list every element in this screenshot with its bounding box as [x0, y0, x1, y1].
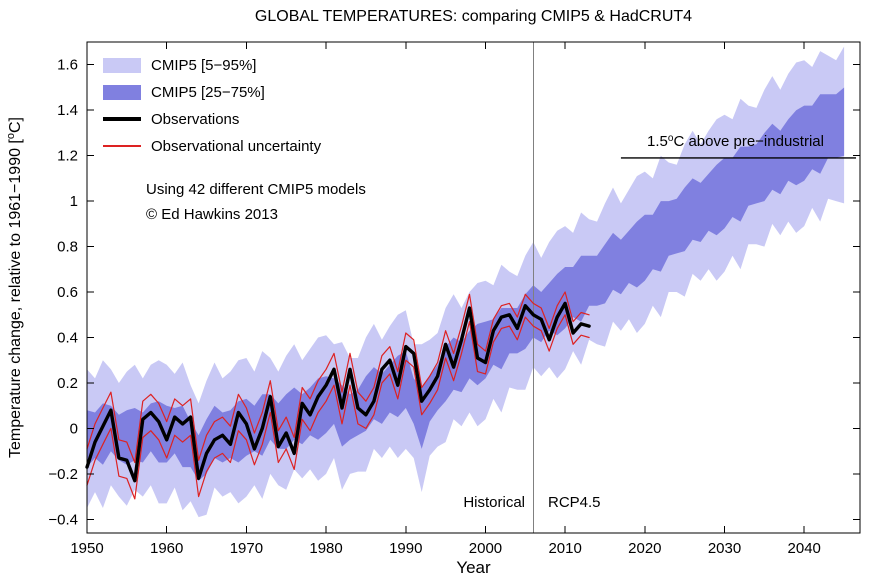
svg-text:2000: 2000: [469, 540, 502, 557]
svg-text:1: 1: [70, 193, 78, 210]
legend-label: CMIP5 [5−95%]: [151, 56, 257, 74]
svg-text:2040: 2040: [788, 540, 821, 557]
svg-text:2010: 2010: [548, 540, 581, 557]
svg-text:Temperature change, relative t: Temperature change, relative to 1961−199…: [5, 117, 24, 458]
svg-text:1.2: 1.2: [57, 148, 78, 165]
credit-note: © Ed Hawkins 2013: [146, 206, 278, 223]
legend-label: Observations: [151, 110, 240, 128]
svg-text:−0.4: −0.4: [48, 511, 78, 528]
legend: CMIP5 [5−95%] CMIP5 [25−75%] Observation…: [103, 56, 321, 164]
svg-text:0.8: 0.8: [57, 239, 78, 256]
observations-line-swatch-icon: [103, 117, 141, 121]
legend-label: Observational uncertainty: [151, 137, 322, 155]
svg-text:0.6: 0.6: [57, 284, 78, 301]
models-note: Using 42 different CMIP5 models: [146, 181, 366, 198]
legend-item-uncertainty: Observational uncertainty: [103, 137, 321, 155]
threshold-annotation: 1.5oC above pre−industrial: [613, 133, 858, 150]
legend-label: CMIP5 [25−75%]: [151, 83, 265, 101]
svg-text:1.4: 1.4: [57, 102, 78, 119]
svg-text:1960: 1960: [150, 540, 183, 557]
notes: Using 42 different CMIP5 models © Ed Haw…: [146, 177, 366, 227]
threshold-text: C above pre−industrial: [673, 133, 824, 150]
svg-text:1990: 1990: [389, 540, 422, 557]
svg-text:0.2: 0.2: [57, 375, 78, 392]
band-inner-swatch-icon: [103, 84, 141, 100]
legend-item-observations: Observations: [103, 110, 321, 128]
svg-text:1.6: 1.6: [57, 57, 78, 74]
svg-text:1950: 1950: [70, 540, 103, 557]
chart-title: GLOBAL TEMPERATURES: comparing CMIP5 & H…: [254, 8, 693, 25]
band-outer-swatch-icon: [103, 57, 141, 73]
svg-text:2020: 2020: [628, 540, 661, 557]
historical-label: Historical: [463, 494, 525, 511]
svg-text:1970: 1970: [230, 540, 263, 557]
svg-text:−0.2: −0.2: [48, 466, 78, 483]
svg-text:2030: 2030: [708, 540, 741, 557]
threshold-text: 1.5: [647, 133, 668, 150]
uncertainty-line-swatch-icon: [103, 145, 141, 147]
svg-text:0.4: 0.4: [57, 330, 78, 347]
x-axis-label: Year: [456, 558, 491, 577]
svg-text:0: 0: [70, 420, 78, 437]
threshold-degree: o: [667, 133, 674, 144]
legend-item-cmip5-inner: CMIP5 [25−75%]: [103, 83, 321, 101]
rcp45-label: RCP4.5: [548, 494, 601, 511]
legend-item-cmip5-outer: CMIP5 [5−95%]: [103, 56, 321, 74]
svg-text:1980: 1980: [309, 540, 342, 557]
